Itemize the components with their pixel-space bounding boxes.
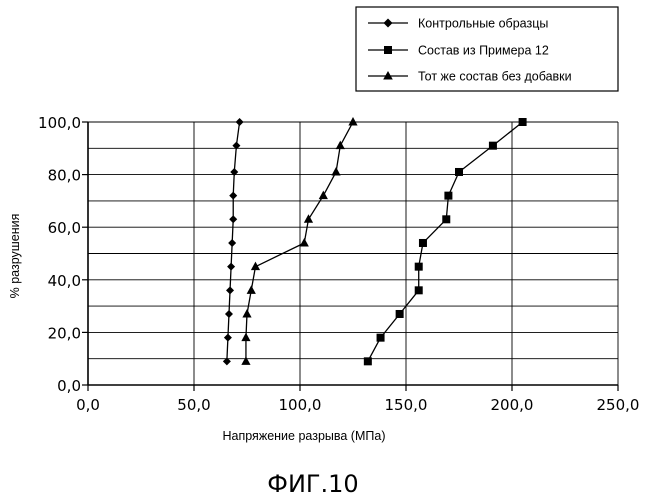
data-point-triangle xyxy=(241,356,250,365)
y-tick-label: 100,0 xyxy=(38,114,81,132)
series-2 xyxy=(364,118,527,365)
data-point-square xyxy=(415,286,423,294)
x-tick-label: 100,0 xyxy=(279,396,322,414)
series-line xyxy=(246,122,353,361)
x-tick-label: 150,0 xyxy=(385,396,428,414)
data-point-square xyxy=(419,239,427,247)
axes xyxy=(82,122,618,391)
series-1 xyxy=(223,118,244,365)
y-axis-title: % разрушения xyxy=(8,214,22,299)
data-point-diamond xyxy=(227,263,235,271)
data-point-triangle xyxy=(241,333,250,342)
data-point-diamond xyxy=(225,310,233,318)
y-tick-label: 80,0 xyxy=(48,167,81,185)
data-point-diamond xyxy=(224,334,232,342)
data-point-square xyxy=(396,310,404,318)
series-3 xyxy=(241,117,357,365)
data-point-diamond xyxy=(226,286,234,294)
data-point-square xyxy=(519,118,527,126)
x-tick-label: 200,0 xyxy=(491,396,534,414)
data-point-diamond xyxy=(228,239,236,247)
x-tick-label: 0,0 xyxy=(76,396,100,414)
figure-caption: ФИГ.10 xyxy=(267,470,358,498)
grid xyxy=(88,122,618,385)
data-point-square xyxy=(377,334,385,342)
y-tick-label: 40,0 xyxy=(48,272,81,290)
data-point-square xyxy=(489,142,497,150)
data-point-triangle xyxy=(336,141,345,150)
data-point-square xyxy=(415,263,423,271)
data-point-triangle xyxy=(247,285,256,294)
data-point-square xyxy=(444,192,452,200)
data-point-diamond xyxy=(229,192,237,200)
data-point-triangle xyxy=(242,309,251,318)
data-point-triangle xyxy=(251,262,260,271)
data-point-triangle xyxy=(319,191,328,200)
data-point-triangle xyxy=(348,117,357,126)
x-tick-label: 250,0 xyxy=(597,396,640,414)
data-point-triangle xyxy=(304,214,313,223)
legend-marker-square xyxy=(384,46,392,54)
data-point-square xyxy=(455,168,463,176)
data-point-diamond xyxy=(236,118,244,126)
data-point-square xyxy=(364,357,372,365)
legend-label-1: Контрольные образцы xyxy=(418,17,548,31)
series-layer xyxy=(223,117,527,365)
data-point-square xyxy=(442,215,450,223)
y-tick-label: 60,0 xyxy=(48,219,81,237)
data-point-triangle xyxy=(300,238,309,247)
legend-label-2: Состав из Примера 12 xyxy=(418,44,549,58)
series-line xyxy=(368,122,523,361)
data-point-diamond xyxy=(229,215,237,223)
legend: Контрольные образцы Состав из Примера 12… xyxy=(356,7,618,91)
legend-label-3: Тот же состав без добавки xyxy=(418,70,572,84)
x-axis-title: Напряжение разрыва (МПа) xyxy=(223,429,386,443)
y-tick-label: 20,0 xyxy=(48,324,81,342)
y-tick-label: 0,0 xyxy=(57,377,81,395)
x-tick-label: 50,0 xyxy=(177,396,210,414)
data-point-triangle xyxy=(331,167,340,176)
